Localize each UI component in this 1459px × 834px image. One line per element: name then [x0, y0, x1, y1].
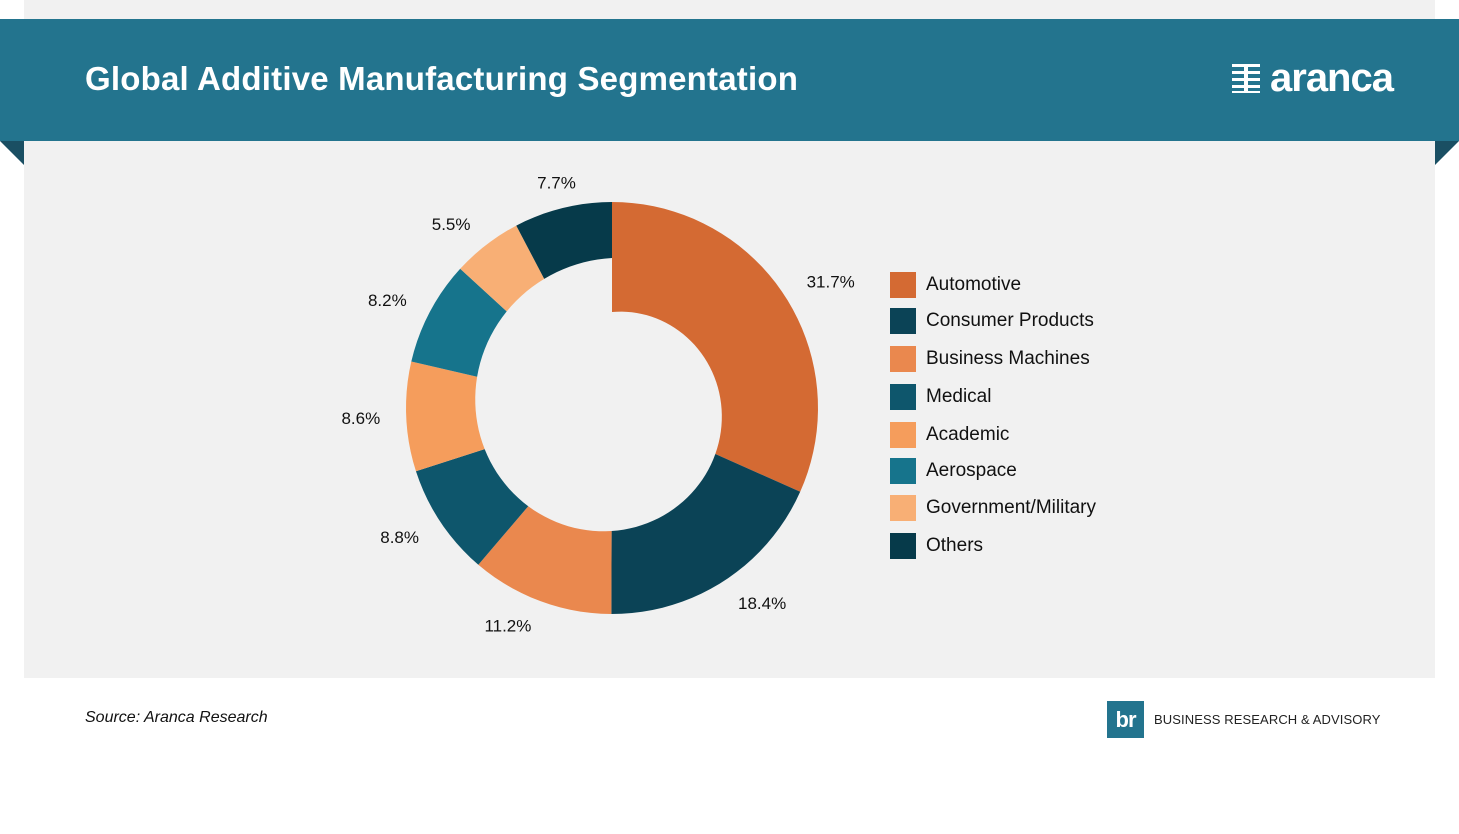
legend-swatch — [890, 495, 916, 521]
legend-label: Academic — [926, 424, 1010, 445]
slice-label-consumer-products: 18.4% — [738, 594, 786, 613]
legend-label: Medical — [926, 386, 992, 407]
slice-aerospace — [411, 268, 507, 377]
legend-swatch — [890, 346, 916, 372]
legend-swatch — [890, 458, 916, 484]
title-banner — [0, 19, 1459, 141]
legend-label: Business Machines — [926, 348, 1090, 369]
slice-label-academic: 8.6% — [341, 409, 380, 428]
donut-chart: 31.7% 18.4% 11.2% 8.8% 8.6% 8.2% 5.5% 7.7% — [341, 174, 855, 636]
aranca-mark-icon — [1232, 64, 1260, 93]
legend-label: Government/Military — [926, 497, 1096, 518]
slice-government-military — [460, 225, 545, 312]
source-note: Source: Aranca Research — [85, 709, 268, 726]
slice-others — [516, 202, 612, 279]
legend-swatch — [890, 384, 916, 410]
slice-label-others: 7.7% — [537, 174, 576, 193]
footer-brand: br BUSINESS RESEARCH & ADVISORY — [1107, 701, 1381, 738]
legend-item: Medical — [890, 384, 991, 410]
legend-item: Others — [890, 533, 983, 559]
slice-medical — [415, 449, 529, 565]
slice-business-machines — [478, 506, 612, 614]
aranca-logo: aranca — [1230, 56, 1394, 100]
legend-label: Automotive — [926, 274, 1022, 295]
legend-label: Others — [926, 535, 984, 556]
page-title: Global Additive Manufacturing Segmentati… — [85, 60, 799, 97]
slice-label-aerospace: 8.2% — [368, 291, 407, 310]
slice-label-medical: 8.8% — [380, 528, 419, 547]
legend-swatch — [890, 272, 916, 298]
legend-label: Consumer Products — [926, 310, 1094, 331]
banner-fold-right — [1435, 141, 1459, 165]
company-name: BUSINESS RESEARCH & ADVISORY — [1154, 712, 1381, 727]
slice-consumer-products — [611, 454, 801, 614]
slice-automotive — [612, 202, 818, 492]
brand-name: aranca — [1270, 56, 1394, 100]
legend-swatch — [890, 533, 916, 559]
legend-item: Consumer Products — [890, 308, 1094, 334]
legend-item: Business Machines — [890, 346, 1090, 372]
legend-swatch — [890, 422, 916, 448]
legend-item: Automotive — [890, 272, 1021, 298]
legend-item: Government/Military — [890, 495, 1096, 521]
slice-academic — [406, 361, 485, 472]
banner-fold-left — [0, 141, 24, 165]
slice-label-government-military: 5.5% — [432, 215, 471, 234]
legend-item: Academic — [890, 422, 1009, 448]
legend-label: Aerospace — [926, 460, 1017, 481]
br-logo-icon: br — [1107, 701, 1144, 738]
slice-label-automotive: 31.7% — [807, 273, 855, 292]
legend-item: Aerospace — [890, 458, 1017, 484]
slice-label-business-machines: 11.2% — [484, 617, 531, 636]
legend-swatch — [890, 308, 916, 334]
